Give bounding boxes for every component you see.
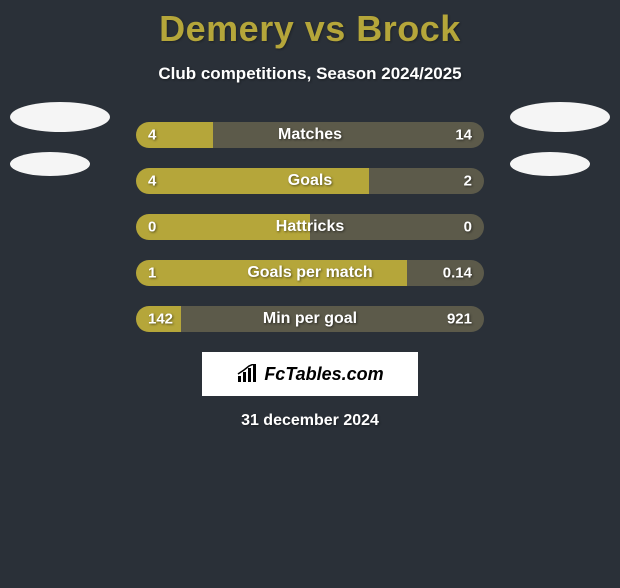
chart-icon bbox=[236, 364, 260, 384]
stat-right-value: 2 bbox=[464, 173, 472, 190]
player-right-avatars bbox=[510, 102, 610, 176]
stat-bar: 0 0 Hattricks bbox=[136, 214, 484, 240]
stat-right-value: 14 bbox=[455, 127, 472, 144]
player-left-avatars bbox=[10, 102, 110, 176]
brand-badge[interactable]: FcTables.com bbox=[202, 352, 418, 396]
stat-bar: 1 0.14 Goals per match bbox=[136, 260, 484, 286]
stat-row: 1 0.14 Goals per match bbox=[0, 250, 620, 296]
stat-bar: 4 2 Goals bbox=[136, 168, 484, 194]
stat-bar: 142 921 Min per goal bbox=[136, 306, 484, 332]
page-title: Demery vs Brock bbox=[0, 8, 620, 50]
stat-label: Min per goal bbox=[263, 310, 357, 328]
avatar-right-primary bbox=[510, 102, 610, 132]
stat-row: 142 921 Min per goal bbox=[0, 296, 620, 342]
stat-right-value: 0 bbox=[464, 219, 472, 236]
stat-label: Matches bbox=[278, 126, 342, 144]
stat-right-value: 921 bbox=[447, 311, 472, 328]
avatar-right-secondary bbox=[510, 152, 590, 176]
stat-left-value: 142 bbox=[148, 311, 173, 328]
stat-left-value: 0 bbox=[148, 219, 156, 236]
avatar-left-secondary bbox=[10, 152, 90, 176]
date-label: 31 december 2024 bbox=[0, 412, 620, 430]
stat-row: 0 0 Hattricks bbox=[0, 204, 620, 250]
stat-label: Goals per match bbox=[247, 264, 372, 282]
comparison-area: 4 14 Matches 4 2 Goals 0 0 Hattricks 1 0.14 Goals p… bbox=[0, 112, 620, 342]
stat-label: Hattricks bbox=[276, 218, 344, 236]
stat-bar: 4 14 Matches bbox=[136, 122, 484, 148]
stat-left-value: 4 bbox=[148, 173, 156, 190]
subtitle: Club competitions, Season 2024/2025 bbox=[0, 64, 620, 84]
brand-name: FcTables.com bbox=[264, 364, 383, 385]
avatar-left-primary bbox=[10, 102, 110, 132]
stat-left-value: 1 bbox=[148, 265, 156, 282]
stat-right-value: 0.14 bbox=[443, 265, 472, 282]
stat-label: Goals bbox=[288, 172, 332, 190]
stat-left-value: 4 bbox=[148, 127, 156, 144]
